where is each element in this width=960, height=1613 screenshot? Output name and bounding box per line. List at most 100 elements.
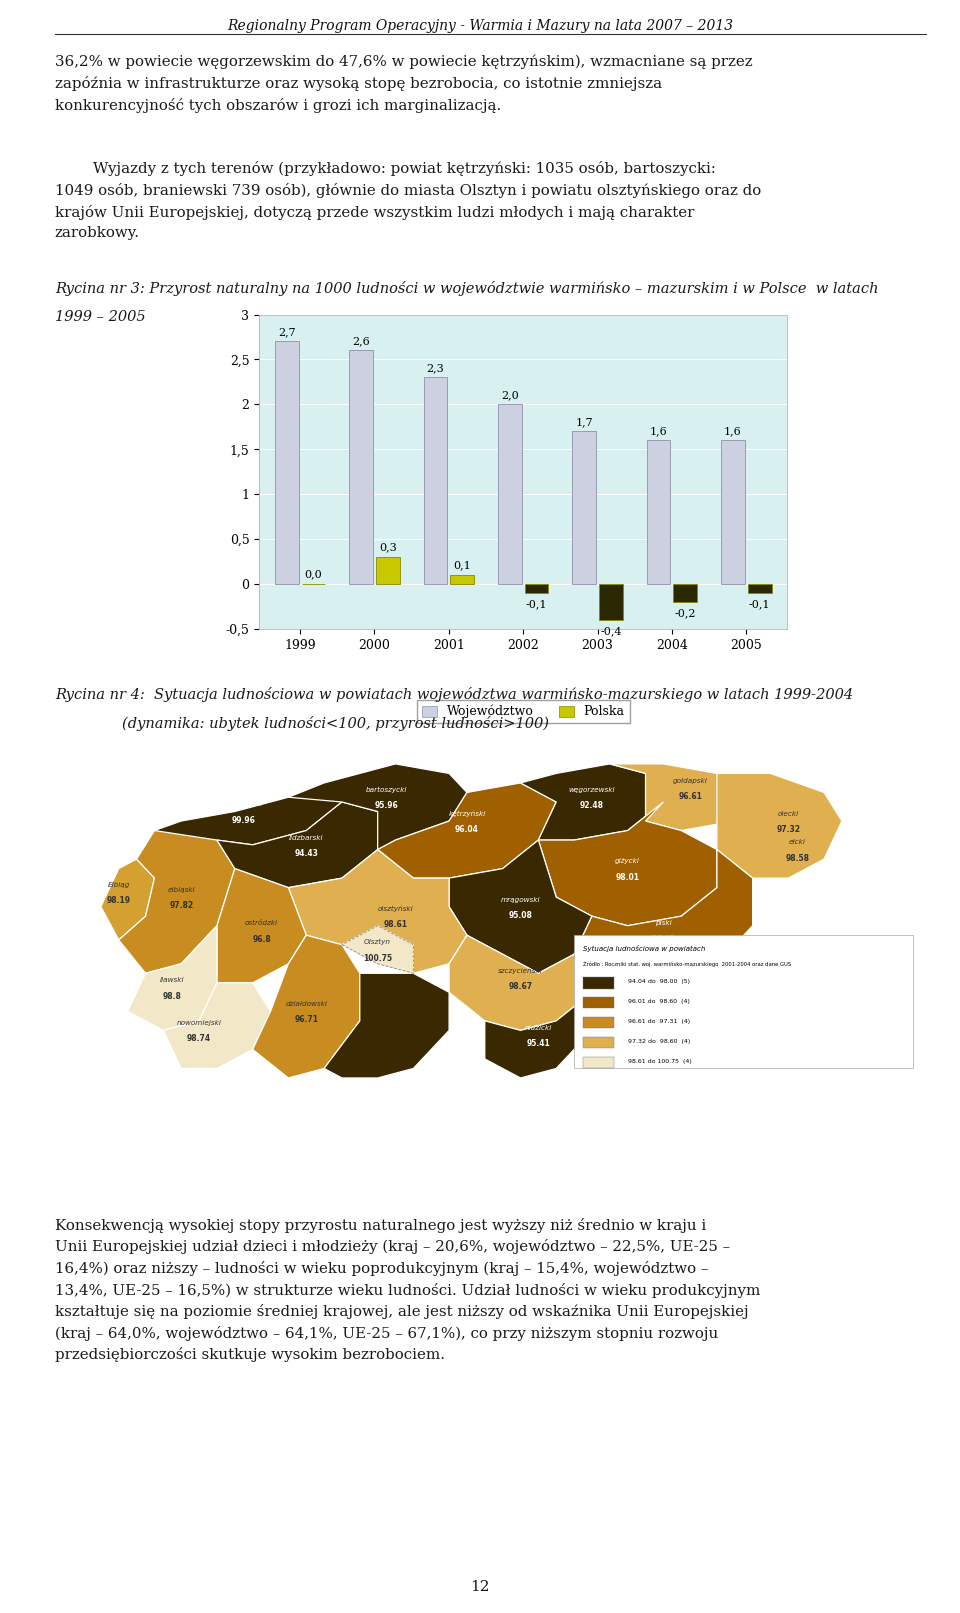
- Polygon shape: [449, 840, 592, 973]
- Polygon shape: [377, 782, 556, 877]
- Text: szczycieński: szczycieński: [498, 968, 542, 974]
- Text: 36,2% w powiecie węgorzewskim do 47,6% w powiecie kętrzyńskim), wzmacniane są pr: 36,2% w powiecie węgorzewskim do 47,6% w…: [55, 55, 753, 113]
- Text: 98.61: 98.61: [383, 921, 407, 929]
- Polygon shape: [217, 868, 306, 982]
- Text: 98.74: 98.74: [187, 1034, 211, 1044]
- Text: -0,2: -0,2: [675, 608, 696, 618]
- Text: 96.71: 96.71: [294, 1016, 319, 1024]
- Text: Żródło : Roczniki stat. woj. warmińsko-mazurskiego  2001-2004 oraz dane GUS: Żródło : Roczniki stat. woj. warmińsko-m…: [583, 961, 791, 968]
- Text: ostródzki: ostródzki: [245, 921, 278, 926]
- Text: węgorzewski: węgorzewski: [568, 787, 615, 794]
- Text: 98.01: 98.01: [615, 873, 639, 882]
- Bar: [583, 976, 614, 989]
- FancyBboxPatch shape: [574, 936, 913, 1068]
- Text: 92.48: 92.48: [580, 802, 604, 810]
- Text: bartoszycki: bartoszycki: [366, 787, 407, 794]
- Bar: [450, 576, 474, 584]
- Text: 96.04: 96.04: [455, 826, 479, 834]
- Text: olecki: olecki: [778, 811, 799, 816]
- Text: lidzbarski: lidzbarski: [289, 834, 324, 840]
- Bar: [599, 584, 623, 619]
- Text: 97.32: 97.32: [777, 826, 801, 834]
- Text: Elbląg: Elbląg: [108, 882, 130, 889]
- Bar: [572, 431, 596, 584]
- Text: 97.82: 97.82: [169, 902, 193, 910]
- Text: 98.19: 98.19: [107, 897, 131, 905]
- Text: 2,7: 2,7: [277, 327, 296, 337]
- Text: olsztyński: olsztyński: [377, 907, 414, 913]
- Polygon shape: [217, 802, 377, 887]
- Text: Konsekwencją wysokiej stopy przyrostu naturalnego jest wyższy niż średnio w kraj: Konsekwencją wysokiej stopy przyrostu na…: [55, 1218, 760, 1363]
- Text: 1999 – 2005: 1999 – 2005: [55, 310, 145, 324]
- Polygon shape: [288, 850, 467, 973]
- Legend: Województwo, Polska: Województwo, Polska: [417, 700, 630, 724]
- Text: kętrzyński: kętrzyński: [448, 811, 486, 818]
- Polygon shape: [574, 850, 753, 982]
- Text: ełcki: ełcki: [789, 839, 805, 845]
- Text: -0,1: -0,1: [526, 600, 547, 610]
- Text: 94.04 do  98.00  (5): 94.04 do 98.00 (5): [628, 979, 689, 984]
- Text: 95.08: 95.08: [509, 911, 533, 919]
- Text: -0,4: -0,4: [600, 626, 622, 637]
- Text: 0,1: 0,1: [453, 561, 471, 571]
- Text: 96.41: 96.41: [652, 934, 675, 944]
- Text: 1,6: 1,6: [650, 426, 667, 436]
- Polygon shape: [449, 936, 592, 1031]
- Text: elbląski: elbląski: [167, 887, 195, 894]
- Text: 95.96: 95.96: [374, 802, 398, 810]
- Text: 98.67: 98.67: [509, 982, 533, 990]
- Text: gołdapski: gołdapski: [673, 777, 708, 784]
- Text: 98.58: 98.58: [785, 853, 809, 863]
- Bar: [673, 584, 697, 602]
- Text: mrągowski: mrągowski: [501, 897, 540, 903]
- Polygon shape: [324, 973, 449, 1077]
- Text: (dynamika: ubytek ludności<100, przyrost ludności>100): (dynamika: ubytek ludności<100, przyrost…: [122, 716, 549, 731]
- Bar: [349, 350, 373, 584]
- Polygon shape: [252, 936, 360, 1077]
- Bar: [721, 440, 745, 584]
- Bar: [583, 1037, 614, 1048]
- Text: 2,3: 2,3: [426, 363, 444, 373]
- Text: 94.43: 94.43: [295, 848, 318, 858]
- Text: działdowski: działdowski: [285, 1002, 327, 1007]
- Text: braniewski: braniewski: [225, 802, 263, 808]
- Text: 99.96: 99.96: [231, 816, 255, 824]
- Text: nidzicki: nidzicki: [525, 1024, 552, 1031]
- Bar: [583, 997, 614, 1008]
- Text: 0,3: 0,3: [379, 542, 396, 553]
- Polygon shape: [163, 982, 271, 1068]
- Text: iławski: iławski: [160, 977, 184, 984]
- Text: piski: piski: [655, 921, 672, 926]
- Bar: [525, 584, 548, 594]
- Text: 96.61: 96.61: [678, 792, 702, 800]
- Text: Sytuacja ludnościowa w powiatach: Sytuacja ludnościowa w powiatach: [583, 945, 706, 952]
- Text: 96.61 do  97.31  (4): 96.61 do 97.31 (4): [628, 1019, 690, 1024]
- Text: 1,7: 1,7: [575, 416, 593, 427]
- Text: 97.32 do  98.60  (4): 97.32 do 98.60 (4): [628, 1039, 690, 1044]
- Polygon shape: [539, 802, 717, 926]
- Text: giżycki: giżycki: [615, 858, 640, 865]
- Text: 95.41: 95.41: [526, 1039, 550, 1048]
- Text: -0,1: -0,1: [749, 600, 771, 610]
- Text: nowomiejski: nowomiejski: [177, 1021, 222, 1026]
- Bar: [748, 584, 772, 594]
- Polygon shape: [128, 926, 217, 1031]
- Text: 100.75: 100.75: [363, 953, 393, 963]
- Text: 96.01 do  98.60  (4): 96.01 do 98.60 (4): [628, 1000, 689, 1005]
- Text: Olsztyn: Olsztyn: [364, 939, 391, 945]
- Text: 96.8: 96.8: [252, 934, 271, 944]
- Text: Regionalny Program Operacyjny - Warmia i Mazury na lata 2007 – 2013: Regionalny Program Operacyjny - Warmia i…: [227, 18, 733, 32]
- Bar: [647, 440, 670, 584]
- Polygon shape: [485, 992, 592, 1077]
- Polygon shape: [155, 782, 342, 845]
- Text: 2,6: 2,6: [352, 336, 370, 347]
- Text: 98.61 do 100.75  (4): 98.61 do 100.75 (4): [628, 1060, 691, 1065]
- Bar: [275, 342, 299, 584]
- Text: 98.8: 98.8: [163, 992, 181, 1000]
- Text: Wyjazdy z tych terenów (przykładowo: powiat kętrzyński: 1035 osób, bartoszycki:
: Wyjazdy z tych terenów (przykładowo: pow…: [55, 161, 761, 240]
- Polygon shape: [288, 765, 467, 850]
- Bar: [583, 1016, 614, 1029]
- Text: 2,0: 2,0: [501, 390, 518, 400]
- Bar: [498, 405, 521, 584]
- Polygon shape: [342, 926, 414, 973]
